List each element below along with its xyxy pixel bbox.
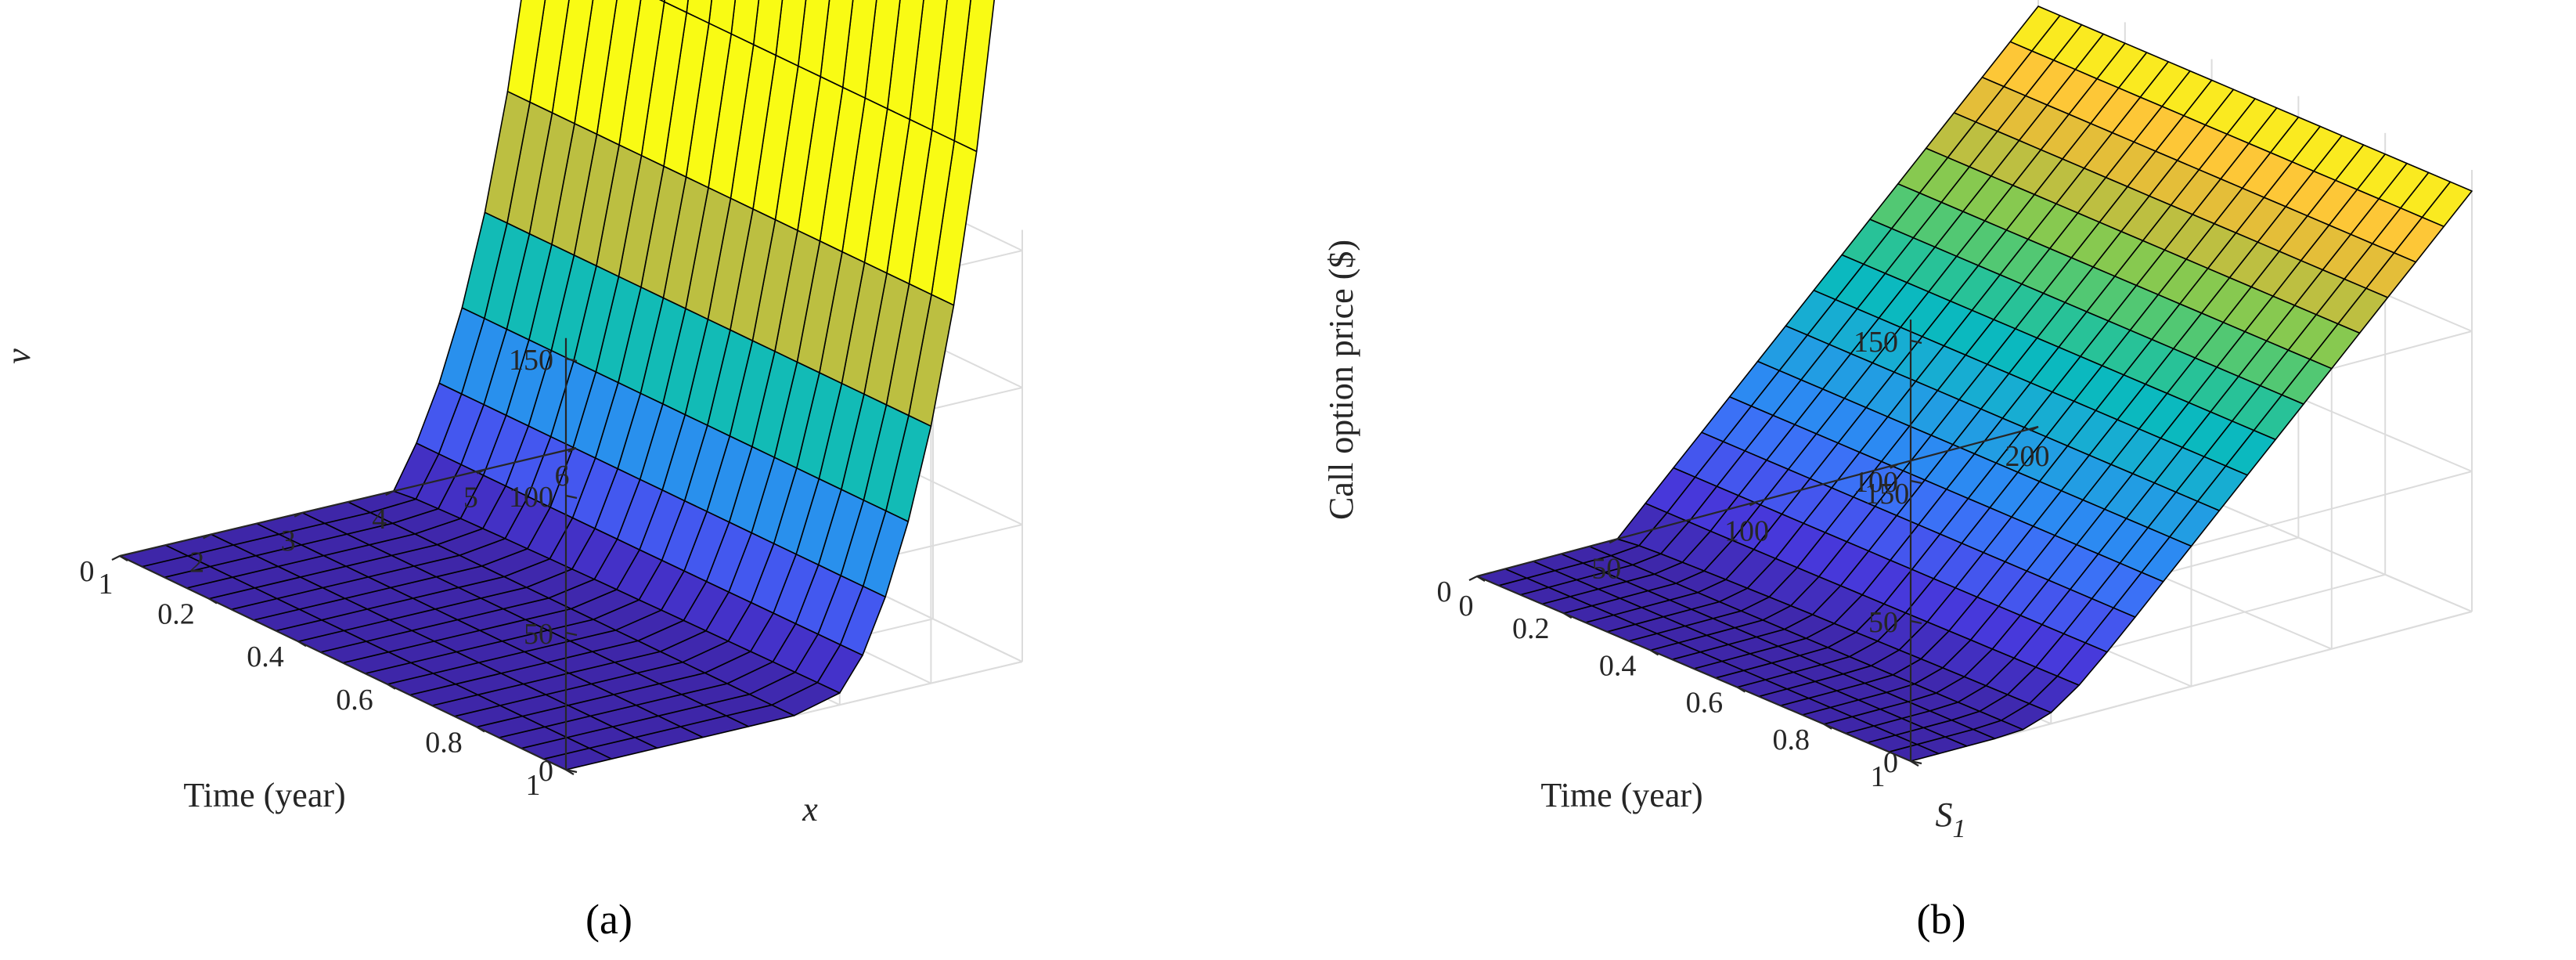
x-tick (476, 468, 485, 475)
x-tick-label: 200 (2005, 440, 2050, 473)
z-tick-label: 50 (1868, 606, 1898, 639)
time-tick (297, 641, 307, 648)
time-tick (387, 683, 396, 690)
panel-b-time-axis-label: Time (year) (1540, 776, 1702, 814)
x-tick-label: 150 (1864, 478, 1909, 511)
z-tick (565, 768, 578, 774)
panel-b-caption: (b) (1917, 896, 1966, 943)
z-tick-label: 150 (1854, 326, 1898, 359)
x-tick (1609, 538, 1618, 544)
time-tick-label: 0.8 (1772, 724, 1810, 756)
x-tick-label: 3 (281, 525, 296, 558)
x-tick-label: 0 (1459, 590, 1474, 623)
time-axis-line (1476, 575, 1911, 763)
x-tick (203, 533, 212, 540)
panel-a-z-axis-label: v (0, 348, 38, 364)
x-tick-label: 50 (1591, 552, 1621, 585)
time-tick-label: 1 (526, 769, 541, 802)
z-tick-label: 50 (524, 618, 553, 651)
panel-a-time-axis-label: Time (year) (183, 776, 345, 814)
panel-a-caption: (a) (585, 896, 632, 943)
x-tick-label: 2 (189, 546, 204, 579)
time-tick-label: 0.4 (247, 641, 284, 673)
time-tick-label: 0.6 (1686, 687, 1724, 720)
time-tick (1650, 649, 1659, 656)
x-tick-label: 4 (372, 503, 387, 536)
x-tick (1890, 463, 1899, 469)
z-tick-label: 0 (1883, 746, 1898, 779)
z-tick-label: 0 (539, 755, 553, 788)
time-tick-label: 0.6 (336, 684, 373, 716)
x-tick (2030, 426, 2039, 431)
z-tick (565, 631, 578, 637)
z-tick (1910, 760, 1922, 765)
time-tick-label: 1 (1871, 760, 1886, 793)
time-tick-label: 0.2 (157, 598, 195, 631)
time-tick (1823, 723, 1832, 730)
time-axis-line (119, 555, 567, 771)
panel-b-x-axis-label-main: S (1936, 796, 1953, 834)
x-axis-line (119, 446, 577, 558)
z-tick (1910, 619, 1922, 625)
time-tick (119, 555, 128, 561)
time-tick (208, 597, 218, 605)
x-tick (111, 555, 121, 561)
time-tick-label: 0 (1437, 576, 1452, 608)
z-tick (1910, 479, 1922, 485)
x-tick (1468, 576, 1478, 581)
time-tick (1736, 686, 1746, 693)
time-tick-label: 0.4 (1599, 649, 1637, 682)
time-tick-label: 0 (80, 555, 95, 588)
z-tick (565, 494, 578, 500)
x-tick (1749, 500, 1758, 507)
time-tick (1476, 576, 1486, 582)
z-tick-label: 100 (1854, 466, 1898, 499)
panel-b-z-axis-label: Call option price ($) (1322, 240, 1360, 520)
x-tick (567, 447, 577, 453)
z-tick (565, 357, 578, 363)
panel-a-x-axis-label: x (802, 790, 818, 828)
x-tick (385, 490, 395, 496)
time-tick-label: 0.8 (425, 726, 463, 759)
x-tick-label: 1 (99, 568, 113, 601)
x-tick-label: 100 (1724, 515, 1769, 548)
x-tick-label: 6 (555, 460, 570, 493)
z-tick-label: 100 (509, 481, 553, 514)
panel-b-surface (1476, 5, 2473, 762)
panel-a-surface (119, 0, 996, 771)
time-tick (1563, 612, 1573, 619)
panel-b-x-axis-label-subscript: 1 (1953, 814, 1966, 843)
panel-a-axes (119, 337, 577, 771)
x-tick-label: 5 (463, 482, 478, 514)
z-tick (1910, 339, 1922, 345)
panel-b-x-axis-label: S1 (1936, 796, 1966, 843)
x-tick (294, 511, 303, 518)
time-tick-label: 0.2 (1512, 612, 1550, 645)
time-tick (476, 726, 485, 733)
z-tick-label: 150 (509, 344, 553, 377)
